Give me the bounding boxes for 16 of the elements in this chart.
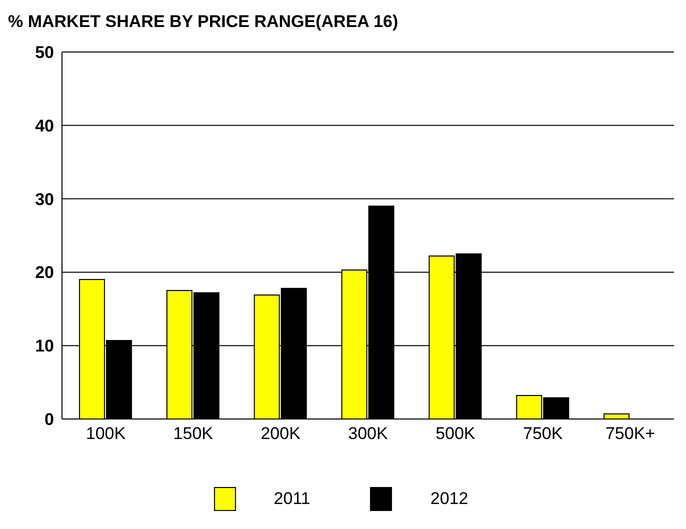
chart-title: % MARKET SHARE BY PRICE RANGE(AREA 16) (8, 11, 400, 33)
x-tick-label: 150K (173, 424, 214, 444)
x-tick-label: 500K (436, 424, 476, 444)
y-tick-label: 0 (44, 410, 54, 430)
x-tick-label: 200K (260, 424, 302, 444)
legend-label: 2012 (430, 489, 468, 509)
y-tick-label: 50 (35, 43, 54, 62)
x-tick-label: 100K (86, 424, 126, 444)
y-tick-label: 40 (35, 116, 54, 136)
y-tick-label: 30 (35, 190, 54, 209)
y-tick-label: 10 (35, 336, 54, 356)
x-tick-label: 750K+ (605, 424, 656, 444)
legend-label: 2011 (274, 489, 310, 509)
x-tick-label: 750K (523, 424, 564, 444)
y-tick-label: 20 (35, 263, 54, 282)
x-tick-label: 300K (348, 424, 389, 444)
